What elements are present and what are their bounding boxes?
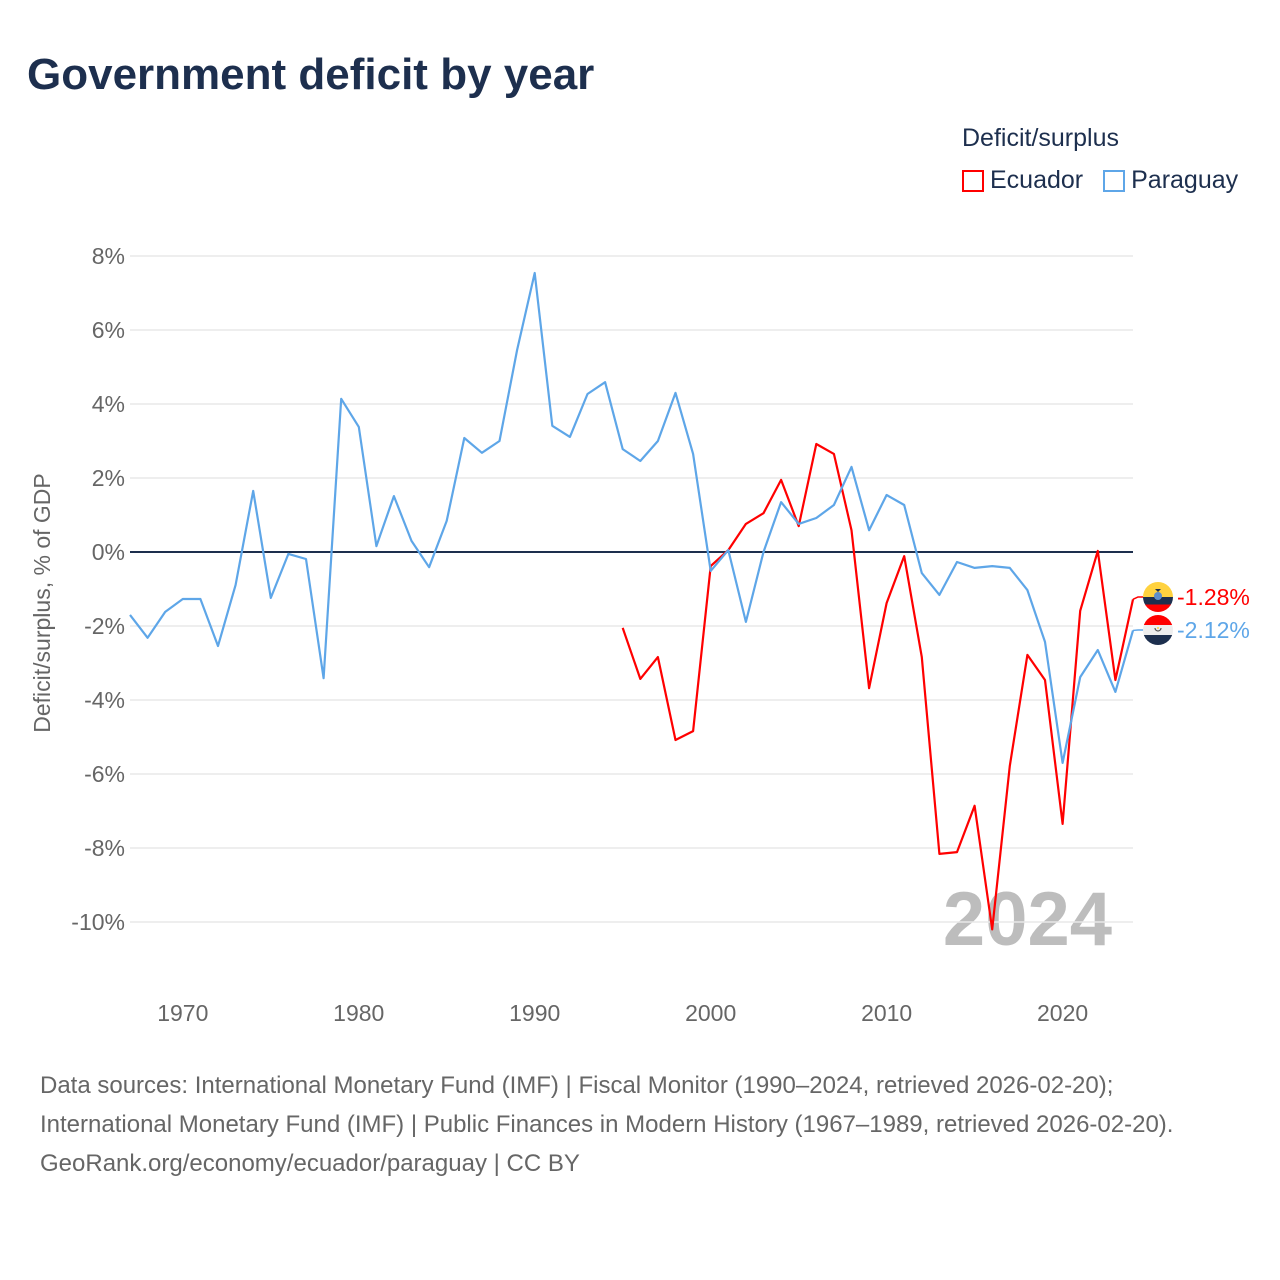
footer: Data sources: International Monetary Fun… bbox=[40, 1066, 1240, 1183]
y-tick-label: 6% bbox=[92, 317, 125, 343]
y-tick-label: -10% bbox=[71, 909, 125, 935]
label-connector bbox=[1132, 596, 1144, 601]
ecuador-flag-icon bbox=[1143, 582, 1173, 612]
credit-link[interactable]: GeoRank.org/economy/ecuador/paraguay | C… bbox=[40, 1150, 580, 1177]
x-tick-label: 2010 bbox=[861, 1000, 912, 1026]
x-tick-label: 2000 bbox=[685, 1000, 736, 1026]
y-tick-label: -8% bbox=[84, 835, 125, 861]
legend-swatch-ecuador bbox=[962, 169, 984, 192]
x-tick-label: 1990 bbox=[509, 1000, 560, 1026]
legend-item-ecuador[interactable]: Ecuador bbox=[962, 166, 1083, 195]
data-sources: Data sources: International Monetary Fun… bbox=[40, 1072, 1174, 1138]
legend-label-paraguay: Paraguay bbox=[1131, 166, 1239, 194]
end-value-label-ecuador: -1.28% bbox=[1177, 584, 1250, 610]
chart-title: Government deficit by year bbox=[27, 50, 595, 99]
y-tick-label: 8% bbox=[92, 243, 125, 269]
series-line-ecuador bbox=[621, 442, 1135, 931]
legend-label-ecuador: Ecuador bbox=[990, 166, 1084, 194]
y-tick-label: 4% bbox=[92, 391, 125, 417]
end-value-label-paraguay: -2.12% bbox=[1177, 617, 1250, 643]
x-tick-label: 1970 bbox=[157, 1000, 208, 1026]
legend: Ecuador Paraguay bbox=[962, 166, 1238, 195]
series-line-paraguay bbox=[129, 271, 1135, 765]
line-chart: 2024 8% 6% 4% 2% 0% -2% -4% -6% -8% -10% 1970 1980 19… bbox=[29, 243, 1250, 1026]
legend-swatch-paraguay bbox=[1103, 169, 1126, 192]
paraguay-flag-icon bbox=[1143, 615, 1173, 645]
y-tick-label: -4% bbox=[84, 687, 125, 713]
y-tick-label: 0% bbox=[92, 539, 125, 565]
year-watermark: 2024 bbox=[943, 877, 1112, 962]
y-tick-label: -2% bbox=[84, 613, 125, 639]
legend-title: Deficit/surplus bbox=[962, 124, 1119, 152]
y-tick-label: 2% bbox=[92, 465, 125, 491]
y-axis-label: Deficit/surplus, % of GDP bbox=[29, 473, 55, 732]
x-tick-label: 2020 bbox=[1037, 1000, 1088, 1026]
y-tick-label: -6% bbox=[84, 761, 125, 787]
legend-item-paraguay[interactable]: Paraguay bbox=[1103, 166, 1238, 195]
x-tick-label: 1980 bbox=[333, 1000, 384, 1026]
